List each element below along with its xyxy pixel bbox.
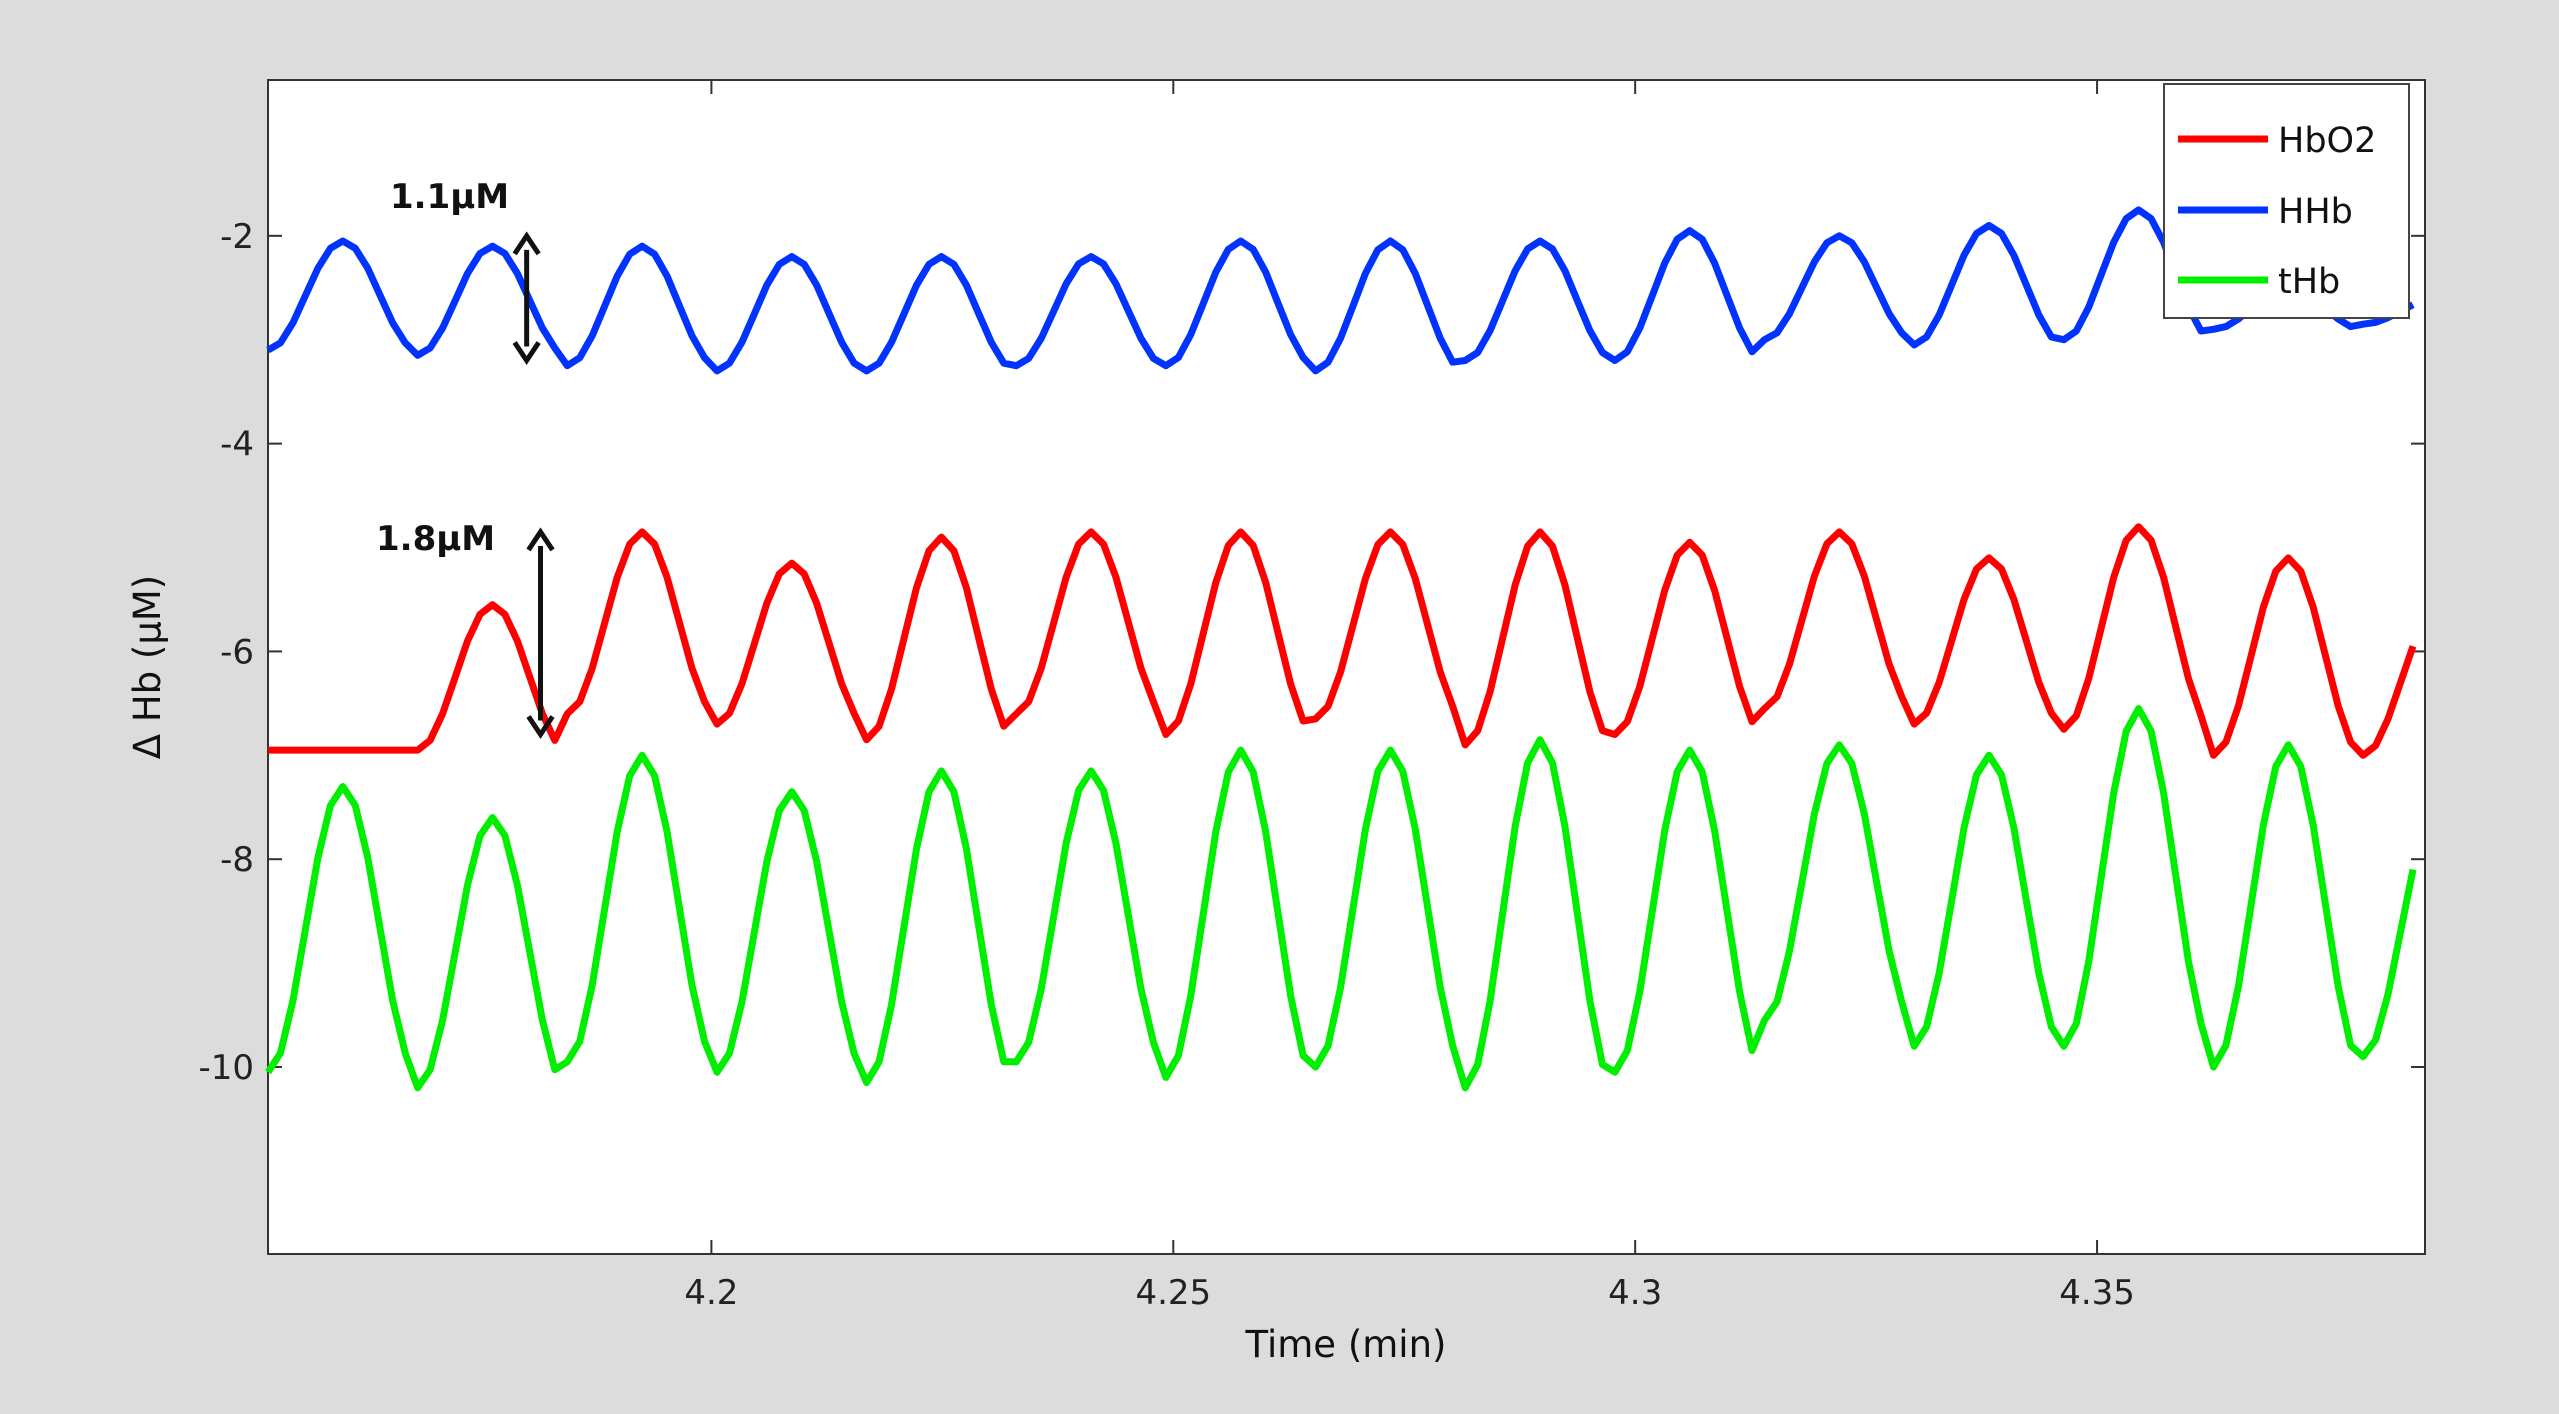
legend: HbO2 HHb tHb — [2163, 83, 2410, 319]
x-axis-title: Time (min) — [1245, 1323, 1447, 1366]
series-line-hbo2 — [268, 523, 2417, 759]
annotation-arrowhead-down — [512, 341, 541, 366]
legend-label-hbo2: HbO2 — [2278, 121, 2376, 161]
y-tick-label: -8 — [220, 840, 254, 880]
x-tick-label: 4.3 — [1608, 1273, 1662, 1313]
annotation-arrowhead-up — [512, 231, 541, 256]
legend-label-thb: tHb — [2278, 262, 2340, 302]
y-tick-label: -4 — [220, 425, 254, 465]
annotation-arrowhead-down — [526, 715, 555, 740]
series-line-hhb — [266, 206, 2415, 375]
x-axis: 4.2 4.25 4.3 4.35 — [684, 80, 2135, 1313]
series-line-thb — [265, 705, 2417, 1092]
series-layer — [265, 206, 2417, 1092]
annotation-layer: 1.1µM 1.8µM — [376, 177, 555, 740]
x-tick-label: 4.25 — [1135, 1273, 1211, 1313]
legend-label-hhb: HHb — [2278, 192, 2353, 232]
y-tick-label: -2 — [220, 217, 254, 257]
y-axis-title: Δ Hb (µM) — [126, 575, 169, 759]
annotation-arrowhead-up — [526, 527, 555, 552]
y-tick-label: -6 — [220, 632, 254, 672]
annotation-label-2: 1.8µM — [376, 519, 495, 559]
y-axis: -2 -4 -6 -8 -10 — [198, 217, 2425, 1088]
x-tick-label: 4.35 — [2059, 1273, 2135, 1313]
x-tick-label: 4.2 — [684, 1273, 738, 1313]
plot-area — [267, 79, 2426, 1255]
y-tick-label: -10 — [198, 1048, 254, 1088]
annotation-label-1: 1.1µM — [390, 177, 509, 217]
